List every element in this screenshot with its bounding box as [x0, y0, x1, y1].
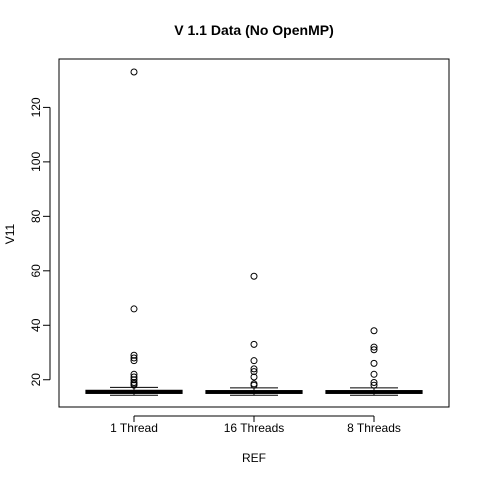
outlier-point [130, 68, 138, 76]
outlier-point [130, 376, 138, 384]
outlier-point [250, 368, 258, 376]
outlier-point [370, 327, 378, 335]
outlier-point [130, 354, 138, 362]
outlier-point [130, 351, 138, 359]
y-axis: 20 40 60 80 100 120 [29, 97, 51, 387]
outlier-point [370, 381, 378, 389]
y-tick-label: 60 [29, 264, 43, 278]
outlier-point [250, 272, 258, 280]
outlier-point [250, 381, 258, 389]
y-tick-label: 100 [29, 152, 43, 172]
outlier-point [250, 340, 258, 348]
outlier-point [250, 357, 258, 365]
outlier-point [130, 373, 138, 381]
chart-title: V 1.1 Data (No OpenMP) [174, 22, 333, 38]
x-tick-label: 1 Thread [110, 421, 158, 435]
outlier-point [130, 305, 138, 313]
box-1 [85, 68, 183, 396]
outlier-point [370, 343, 378, 351]
y-tick-label: 120 [29, 97, 43, 117]
outlier-point [250, 365, 258, 373]
x-tick-label: 16 Threads [224, 421, 285, 435]
outlier-point [370, 378, 378, 386]
x-axis-label: REF [242, 451, 266, 465]
outlier-point [370, 370, 378, 378]
plot-frame [58, 58, 450, 408]
y-tick-label: 20 [29, 373, 43, 387]
x-tick-label: 8 Threads [347, 421, 401, 435]
boxes [85, 68, 423, 396]
outlier-point [130, 370, 138, 378]
x-axis: 1 Thread 16 Threads 8 Threads [110, 415, 401, 435]
box-2 [205, 272, 303, 396]
outlier-point [370, 346, 378, 354]
y-axis-label: V11 [3, 223, 17, 244]
y-tick-label: 80 [29, 209, 43, 223]
outlier-point [250, 373, 258, 381]
outlier-point [130, 381, 138, 389]
outlier-point [130, 357, 138, 365]
outlier-point [370, 359, 378, 367]
box-3 [325, 327, 423, 396]
y-tick-label: 40 [29, 318, 43, 332]
